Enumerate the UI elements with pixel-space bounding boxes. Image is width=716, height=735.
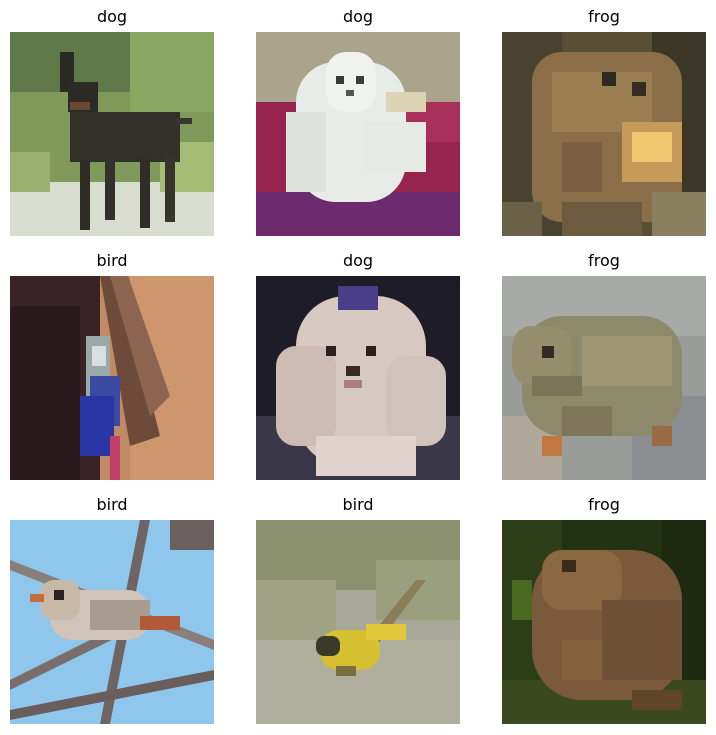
- dog-photo-3: [256, 276, 460, 480]
- image-caption: frog: [588, 7, 620, 26]
- image-caption: dog: [342, 7, 374, 26]
- bird-photo-1: [10, 276, 214, 480]
- dog-photo-2: [256, 32, 460, 236]
- image-caption: dog: [342, 251, 374, 270]
- image-caption: frog: [588, 251, 620, 270]
- frog-photo-2: [502, 276, 706, 480]
- image-caption: dog: [96, 7, 128, 26]
- image-caption: bird: [342, 495, 374, 514]
- dog-photo-1: [10, 32, 214, 236]
- image-caption: bird: [96, 251, 128, 270]
- bird-photo-3: [256, 520, 460, 724]
- frog-photo-3: [502, 520, 706, 724]
- image-caption: bird: [96, 495, 128, 514]
- image-caption: frog: [588, 495, 620, 514]
- bird-photo-2: [10, 520, 214, 724]
- frog-photo-1: [502, 32, 706, 236]
